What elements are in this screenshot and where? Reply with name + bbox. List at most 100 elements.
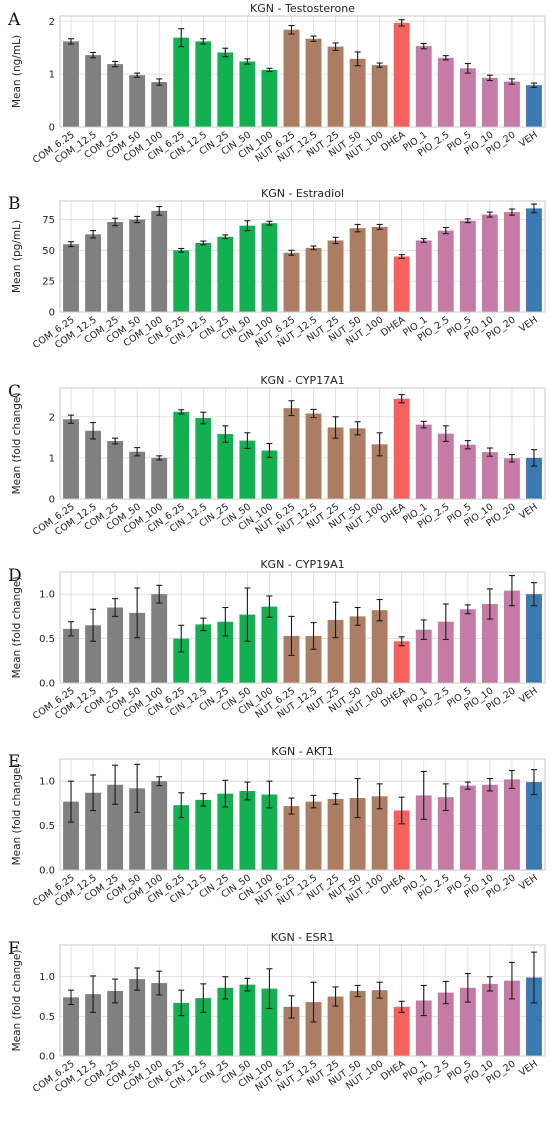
bar-PIO_1 (415, 1000, 432, 1056)
y-tick-label: 25 (42, 277, 55, 288)
chart-title: KGN - Testosterone (250, 2, 355, 15)
chart-title: KGN - ESR1 (271, 931, 335, 944)
bar-CIN_50 (239, 440, 256, 499)
bar-COM_6.25 (63, 997, 79, 1056)
bar-NUT_12.5 (305, 247, 322, 312)
bar-NUT_50 (349, 798, 366, 870)
bar-NUT_6.25 (283, 29, 300, 127)
bar-PIO_10 (481, 452, 498, 499)
bar-CIN_6.25 (173, 411, 190, 499)
bar-NUT_50 (349, 990, 366, 1056)
bar-NUT_100 (371, 990, 388, 1056)
bar-COM_100 (151, 594, 168, 683)
bar-CIN_25 (217, 52, 234, 127)
y-axis-label: Mean (pg/mL) (11, 220, 23, 293)
bar-COM_12.5 (85, 55, 102, 127)
bar-CIN_6.25 (173, 250, 190, 312)
bar-PIO_1 (415, 240, 432, 312)
bar-PIO_10 (481, 77, 498, 127)
bar-COM_25 (107, 441, 124, 499)
panel-label: F (8, 939, 20, 959)
y-tick-label: 1 (49, 70, 55, 81)
y-axis-label: Mean (fold change) (11, 393, 23, 495)
bar-CIN_6.25 (173, 638, 190, 683)
x-tick-label: DHEA (379, 872, 408, 897)
bar-NUT_25 (327, 619, 344, 683)
bar-NUT_12.5 (305, 38, 322, 127)
panel-label: E (8, 752, 20, 772)
bar-COM_50 (129, 75, 146, 127)
bar-COM_6.25 (63, 801, 79, 870)
bar-CIN_50 (239, 984, 256, 1056)
x-tick-label: DHEA (379, 129, 408, 154)
bar-NUT_12.5 (305, 635, 322, 683)
bar-DHEA (393, 256, 410, 312)
chart-title: KGN - AKT1 (271, 745, 334, 758)
chart-title: KGN - CYP17A1 (260, 374, 344, 387)
plot-frame (59, 758, 546, 871)
plot-frame (59, 571, 546, 684)
y-tick-label: 0.5 (39, 634, 55, 645)
bar-CIN_100 (261, 69, 278, 127)
bar-COM_6.25 (63, 419, 79, 499)
bar-CIN_6.25 (173, 1002, 190, 1056)
bar-PIO_10 (481, 603, 498, 683)
bar-PIO_20 (503, 980, 520, 1056)
bar-NUT_100 (371, 226, 388, 312)
bar-CIN_50 (239, 614, 256, 683)
panel-label: C (8, 382, 21, 402)
bar-NUT_50 (349, 616, 366, 683)
bar-NUT_12.5 (305, 1002, 322, 1056)
bar-VEH (526, 208, 542, 312)
bar-PIO_2.5 (437, 230, 454, 312)
bar-NUT_50 (349, 228, 366, 312)
bar-PIO_20 (503, 590, 520, 683)
bar-COM_50 (129, 788, 146, 870)
bar-CIN_25 (217, 621, 234, 683)
bar-NUT_25 (327, 240, 344, 312)
bar-VEH (526, 977, 542, 1056)
bar-CIN_50 (239, 790, 256, 870)
bar-CIN_25 (217, 793, 234, 870)
bar-CIN_100 (261, 606, 278, 683)
bar-NUT_50 (349, 428, 366, 499)
bar-COM_50 (129, 451, 146, 499)
y-tick-label: 1.0 (39, 590, 55, 601)
bar-NUT_6.25 (283, 1006, 300, 1056)
plot-frame (59, 387, 546, 500)
bar-PIO_2.5 (437, 621, 454, 683)
bar-CIN_25 (217, 987, 234, 1056)
bar-PIO_5 (459, 785, 476, 870)
plot-frame (59, 200, 546, 313)
y-tick-label: 0.0 (39, 1052, 55, 1063)
y-axis-label: Mean (fold change) (11, 764, 23, 866)
bar-NUT_12.5 (305, 801, 322, 870)
bar-NUT_6.25 (283, 252, 300, 312)
x-tick-label: VEH (517, 685, 539, 705)
bar-NUT_100 (371, 610, 388, 683)
y-tick-label: 2 (49, 17, 55, 28)
bar-NUT_6.25 (283, 408, 300, 499)
bar-CIN_100 (261, 794, 278, 870)
y-tick-label: 0.0 (39, 679, 55, 690)
bar-CIN_25 (217, 434, 234, 499)
bar-CIN_6.25 (173, 805, 190, 870)
bar-VEH (526, 457, 542, 499)
bar-DHEA (393, 22, 410, 127)
bar-COM_12.5 (85, 234, 102, 312)
bar-COM_12.5 (85, 625, 102, 683)
bar-PIO_20 (503, 81, 520, 127)
y-tick-label: 0.0 (39, 866, 55, 877)
bar-COM_12.5 (85, 430, 102, 499)
bar-COM_50 (129, 979, 146, 1056)
bar-PIO_1 (415, 795, 432, 870)
y-tick-label: 0.5 (39, 1012, 55, 1023)
bar-PIO_20 (503, 212, 520, 312)
bar-COM_50 (129, 612, 146, 683)
bar-CIN_12.5 (195, 418, 212, 499)
x-tick-label: VEH (517, 1058, 539, 1078)
